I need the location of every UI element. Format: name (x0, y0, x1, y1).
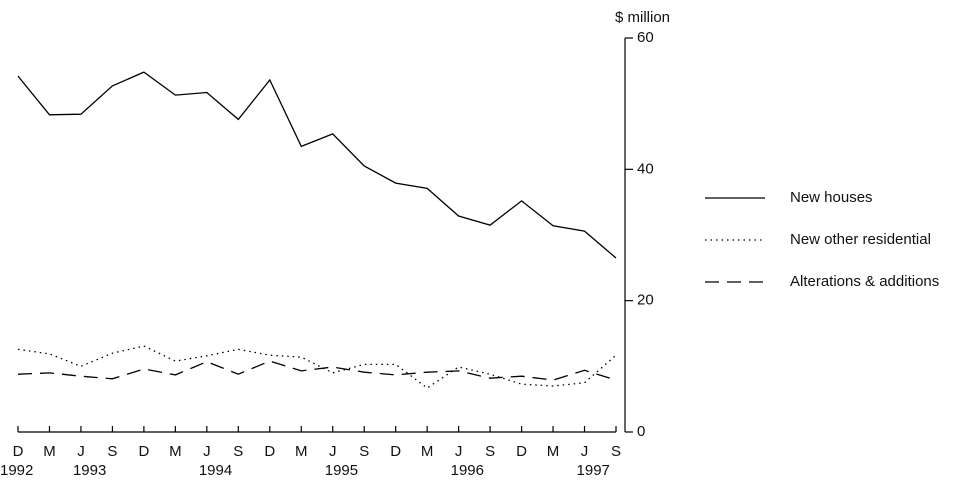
x-year-label: 1995 (325, 462, 358, 479)
y-tick-label: 0 (637, 423, 645, 440)
x-year-label: 1997 (577, 462, 610, 479)
x-tick-label: M (421, 443, 434, 460)
x-tick-label: J (329, 443, 337, 460)
legend-label: Alterations & additions (790, 273, 939, 290)
x-year-label: 1992 (0, 462, 33, 479)
series-line (17, 345, 617, 389)
series-line (17, 71, 617, 259)
x-tick-label: S (359, 443, 369, 460)
x-tick-label: J (581, 443, 589, 460)
x-tick-label: S (233, 443, 243, 460)
x-tick-label: J (77, 443, 85, 460)
x-tick-label: J (455, 443, 463, 460)
x-tick-label: J (203, 443, 211, 460)
legend-label: New houses (790, 189, 873, 206)
x-tick-label: M (295, 443, 308, 460)
x-year-label: 1993 (73, 462, 106, 479)
x-tick-label: M (547, 443, 560, 460)
y-tick-label: 20 (637, 292, 654, 309)
x-tick-label: D (13, 443, 24, 460)
x-tick-label: M (43, 443, 56, 460)
x-tick-label: S (107, 443, 117, 460)
x-tick-label: M (169, 443, 182, 460)
x-tick-label: S (485, 443, 495, 460)
y-unit: $ million (615, 9, 670, 26)
y-tick-label: 40 (637, 160, 654, 177)
x-year-label: 1996 (451, 462, 484, 479)
y-tick-label: 60 (637, 29, 654, 46)
x-tick-label: S (611, 443, 621, 460)
x-tick-label: D (138, 443, 149, 460)
x-tick-label: D (390, 443, 401, 460)
x-tick-label: D (264, 443, 275, 460)
x-tick-label: D (516, 443, 527, 460)
series-line (17, 360, 617, 381)
legend-label: New other residential (790, 231, 931, 248)
x-year-label: 1994 (199, 462, 232, 479)
